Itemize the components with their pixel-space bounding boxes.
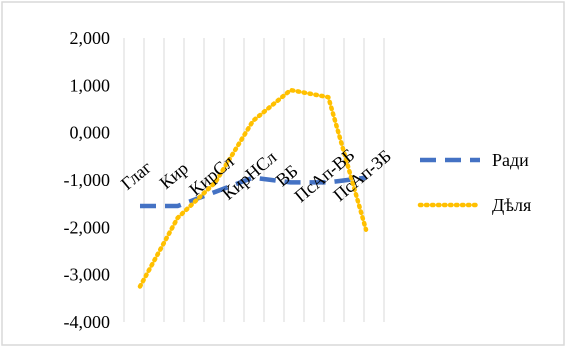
grid bbox=[123, 38, 385, 322]
legend-label: Дѣля bbox=[492, 195, 531, 215]
series bbox=[137, 87, 369, 289]
y-tick-label: -2,000 bbox=[64, 217, 111, 237]
y-tick-label: 2,000 bbox=[70, 28, 111, 48]
y-tick-label: 1,000 bbox=[70, 75, 111, 95]
legend-label: Ради bbox=[492, 150, 529, 170]
y-tick-label: -3,000 bbox=[64, 265, 111, 285]
y-axis: 2,000 1,000 0,000 -1,000 -2,000 -3,000 -4,000 bbox=[64, 28, 111, 332]
legend: Ради Дѣля bbox=[417, 150, 531, 215]
y-tick-label: -1,000 bbox=[64, 170, 111, 190]
y-tick-label: 0,000 bbox=[70, 123, 111, 143]
y-tick-label: -4,000 bbox=[64, 312, 111, 332]
